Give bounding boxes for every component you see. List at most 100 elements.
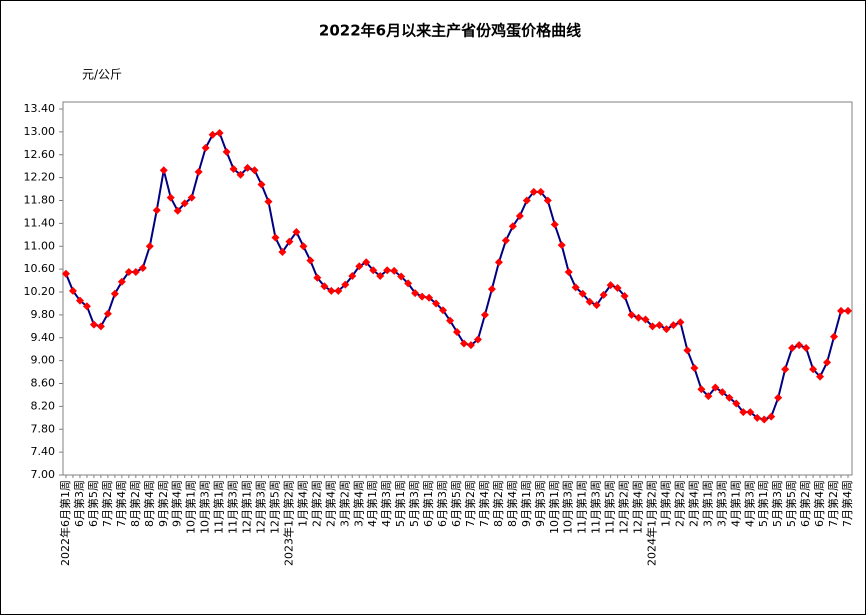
point-marker	[536, 187, 545, 196]
x-tick-label: 6月第4周	[812, 480, 826, 527]
x-tick-label: 3月第4周	[351, 480, 365, 527]
point-marker	[592, 301, 601, 310]
x-tick-label: 8月第4周	[505, 480, 519, 527]
point-marker	[418, 292, 427, 301]
point-marker	[320, 282, 329, 291]
point-marker	[313, 273, 322, 282]
x-tick-label: 6月第3周	[435, 480, 449, 527]
x-tick-label: 6月第3周	[72, 480, 86, 527]
x-tick-label: 5月第1周	[756, 480, 770, 527]
x-tick-label: 12月第3周	[254, 480, 268, 534]
x-tick-label: 11月第3周	[589, 480, 603, 534]
x-tick-label: 2月第4周	[686, 480, 700, 527]
point-marker	[606, 281, 615, 290]
point-marker	[711, 383, 720, 392]
point-marker	[229, 165, 238, 174]
x-tick-label: 5月第5周	[784, 480, 798, 527]
point-marker	[816, 372, 825, 381]
point-marker	[571, 283, 580, 292]
point-marker	[802, 344, 811, 353]
point-marker	[110, 289, 119, 298]
point-marker	[138, 263, 147, 272]
x-tick-label: 8月第2周	[128, 480, 142, 527]
x-tick-label: 9月第2周	[156, 480, 170, 527]
point-marker	[166, 193, 175, 202]
y-tick-label: 9.80	[31, 308, 56, 321]
point-marker	[432, 299, 441, 308]
x-tick-label: 10月第1周	[184, 480, 198, 534]
point-marker	[453, 328, 461, 337]
point-marker	[82, 302, 91, 311]
point-marker	[459, 339, 468, 348]
x-tick-label: 7月第2周	[100, 480, 114, 527]
point-marker	[243, 163, 252, 172]
point-marker	[473, 335, 482, 344]
x-tick-label: 5月第3周	[770, 480, 784, 527]
point-marker	[383, 266, 392, 275]
point-marker	[585, 297, 594, 306]
point-marker	[655, 321, 664, 330]
point-marker	[152, 206, 161, 215]
point-marker	[439, 306, 448, 315]
point-marker	[327, 286, 336, 295]
point-marker	[173, 206, 182, 215]
point-marker	[662, 325, 671, 334]
point-marker	[746, 408, 755, 417]
x-tick-label: 12月第1周	[240, 480, 254, 534]
x-tick-label: 10月第3周	[198, 480, 212, 534]
point-marker	[760, 415, 769, 424]
point-marker	[362, 258, 371, 267]
point-marker	[487, 285, 496, 294]
x-tick-label: 6月第5周	[86, 480, 100, 527]
point-marker	[480, 310, 489, 319]
point-marker	[466, 341, 475, 350]
point-marker	[201, 143, 210, 152]
point-marker	[355, 262, 364, 271]
x-tick-label: 5月第3周	[407, 480, 421, 527]
point-marker	[208, 130, 217, 139]
x-tick-label: 7月第4周	[114, 480, 128, 527]
y-tick-label: 11.00	[24, 239, 56, 252]
point-marker	[494, 258, 503, 267]
point-marker	[145, 242, 154, 251]
point-marker	[180, 199, 189, 208]
point-marker	[732, 399, 741, 408]
x-tick-label: 11月第1周	[575, 480, 589, 534]
point-marker	[376, 271, 385, 280]
point-marker	[753, 413, 762, 422]
x-tick-label: 9月第4周	[170, 480, 184, 527]
y-tick-label: 9.40	[31, 331, 56, 344]
x-tick-label: 7月第2周	[826, 480, 840, 527]
x-tick-label: 1月第4周	[658, 480, 672, 527]
x-tick-label: 9月第3周	[533, 480, 547, 527]
x-tick-label: 12月第4周	[631, 480, 645, 534]
point-marker	[292, 227, 301, 236]
point-marker	[411, 289, 420, 298]
point-marker	[599, 290, 608, 299]
x-tick-label: 6月第5周	[449, 480, 463, 527]
point-marker	[390, 266, 399, 275]
x-tick-label: 2023年1月第2周	[281, 480, 295, 566]
y-tick-label: 11.80	[24, 194, 56, 207]
point-marker	[795, 341, 804, 350]
point-marker	[96, 322, 105, 331]
x-tick-label: 11月第3周	[226, 480, 240, 534]
point-marker	[222, 147, 231, 156]
x-tick-label: 3月第3周	[714, 480, 728, 527]
point-marker	[557, 241, 566, 250]
point-marker	[194, 167, 203, 176]
point-marker	[257, 180, 266, 189]
y-tick-label: 10.20	[24, 285, 56, 298]
y-tick-label: 8.60	[31, 377, 56, 390]
point-marker	[215, 129, 224, 138]
point-marker	[564, 267, 573, 276]
x-tick-label: 8月第4周	[142, 480, 156, 527]
point-marker	[285, 237, 294, 246]
y-tick-label: 10.60	[24, 262, 56, 275]
point-marker	[187, 193, 196, 202]
point-marker	[508, 222, 517, 231]
x-tick-label: 2月第2周	[309, 480, 323, 527]
